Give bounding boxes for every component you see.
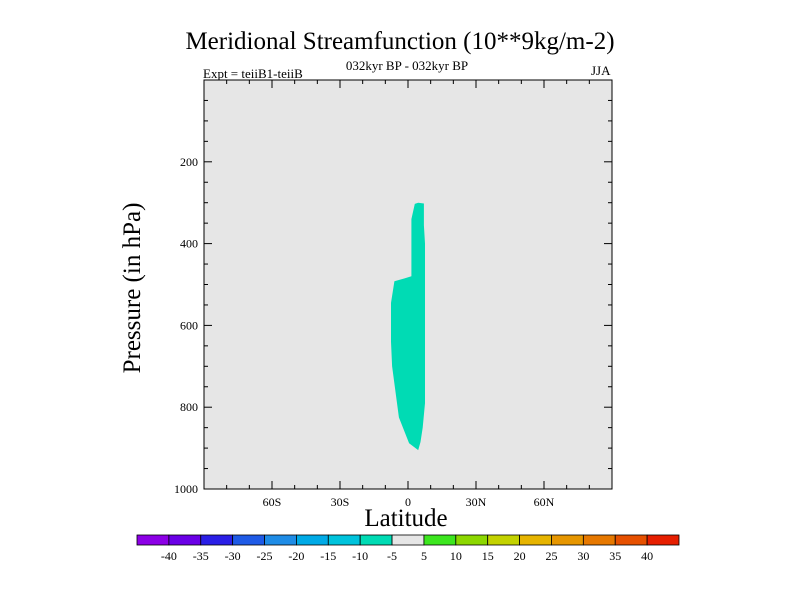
- plot-frame: [203, 79, 613, 490]
- x-tick-label: 60S: [263, 495, 282, 509]
- colorbar-box: [359, 534, 393, 546]
- colorbar-box: [487, 534, 520, 546]
- colorbar-box: [264, 534, 297, 546]
- colorbar-label: 20: [514, 549, 526, 563]
- colorbar-label: 10: [450, 549, 462, 563]
- x-tick-label: 30S: [331, 495, 350, 509]
- colorbar-label: 5: [421, 549, 427, 563]
- colorbar-box: [200, 534, 234, 546]
- colorbar-label: -20: [288, 549, 304, 563]
- colorbar-box: [168, 534, 202, 546]
- colorbar-box: [391, 534, 425, 546]
- colorbar-label: -40: [161, 549, 177, 563]
- colorbar-label: -35: [193, 549, 209, 563]
- colorbar-box: [232, 534, 265, 546]
- colorbar-label: -30: [225, 549, 241, 563]
- experiment-label: Expt = teiiB1-teiiB: [203, 66, 303, 81]
- colorbar-label: -5: [387, 549, 397, 563]
- colorbar-label: 35: [609, 549, 621, 563]
- colorbar-box: [582, 534, 616, 546]
- y-tick-label: 1000: [174, 482, 198, 496]
- colorbar-label: 30: [577, 549, 589, 563]
- colorbar-label: -15: [320, 549, 336, 563]
- y-tick-label: 600: [180, 318, 198, 332]
- x-tick-label: 30N: [466, 495, 487, 509]
- shaded-regions: [391, 202, 425, 451]
- colorbar-box: [551, 534, 584, 546]
- season-label: JJA: [591, 63, 611, 78]
- colorbar-box: [327, 534, 361, 546]
- colorbar-box: [423, 534, 457, 546]
- shaded-region-0: [391, 202, 425, 451]
- x-axis-title: Latitude: [364, 505, 448, 532]
- x-axis-ticks: 60S 30S 0 30N 60N: [226, 80, 590, 509]
- colorbar-box: [614, 534, 648, 546]
- colorbar-box: [455, 534, 489, 546]
- y-axis-ticks: 200 400 600 800 1000: [174, 99, 612, 496]
- colorbar-label: 40: [641, 549, 653, 563]
- colorbar-label: -25: [257, 549, 273, 563]
- period-label: 032kyr BP - 032kyr BP: [345, 58, 469, 73]
- colorbar-label: -10: [352, 549, 368, 563]
- y-tick-label: 200: [180, 155, 198, 169]
- colorbar-box: [519, 534, 552, 546]
- y-tick-label: 400: [180, 237, 198, 251]
- x-tick-label: 0: [405, 495, 411, 509]
- x-tick-label: 60N: [534, 495, 555, 509]
- y-tick-label: 800: [180, 400, 198, 414]
- colorbar-box: [646, 534, 680, 546]
- colorbar-label: 25: [545, 549, 557, 563]
- colorbar-label: 15: [482, 549, 494, 563]
- chart-title: Meridional Streamfunction (10**9kg/m-2): [185, 28, 615, 55]
- colorbar-box: [296, 534, 329, 546]
- colorbar: -40 -35 -30 -25 -20 -15 -10 -5 5 10 15 20 25 30 35 40: [136, 534, 680, 563]
- colorbar-box: [136, 534, 170, 546]
